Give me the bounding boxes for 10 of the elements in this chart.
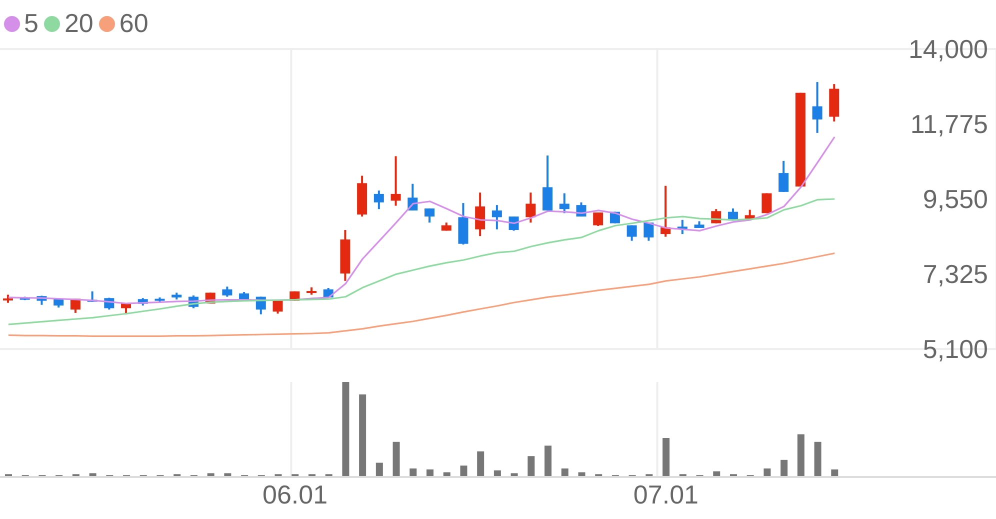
legend-label: 5 [24, 8, 38, 39]
y-tick-label: 14,000 [908, 34, 988, 64]
legend-label: 60 [119, 8, 148, 39]
y-tick-label: 11,775 [910, 109, 988, 140]
y-tick-label: 7,325 [922, 259, 988, 290]
x-tick-label: 06.01 [262, 479, 328, 510]
y-tick-label: 9,550 [922, 184, 988, 214]
y-tick-label: 5,100 [922, 334, 988, 364]
x-tick-label: 07.01 [633, 479, 699, 510]
legend-label: 20 [64, 8, 94, 39]
